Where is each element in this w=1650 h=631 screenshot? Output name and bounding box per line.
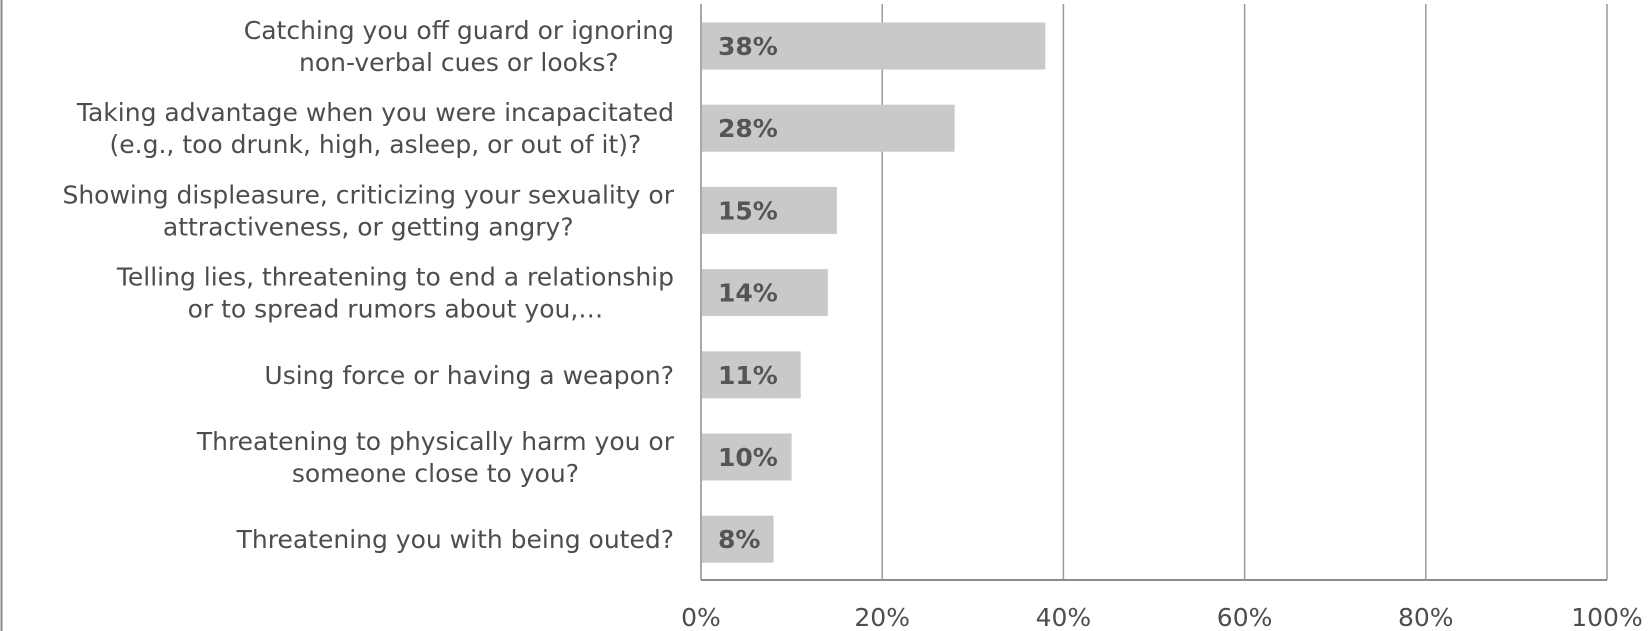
value-label-2: 15% xyxy=(718,196,778,225)
bar-0 xyxy=(702,22,1046,70)
bar-5 xyxy=(702,433,792,481)
value-label-3: 14% xyxy=(718,279,778,308)
category-label-0: Catching you off guard or ignoring non-ve… xyxy=(244,16,674,77)
bar-1 xyxy=(702,104,955,152)
x-tick-label-20: 20% xyxy=(854,603,910,631)
category-label-3: Telling lies, threatening to end a relat… xyxy=(116,263,674,324)
category-label-6: Threatening you with being outed? xyxy=(236,525,674,554)
category-label-1: Taking advantage when you were incapacit… xyxy=(76,98,674,159)
bar-4 xyxy=(702,351,801,399)
value-label-4: 11% xyxy=(718,361,778,390)
category-label-4: Using force or having a weapon? xyxy=(264,361,674,390)
x-tick-label-100: 100% xyxy=(1571,603,1642,631)
x-axis-ticks: 0% 20% 40% 60% 80% 100% xyxy=(681,603,1643,631)
value-label-6: 8% xyxy=(718,525,760,554)
category-label-2: Showing displeasure, criticizing your se… xyxy=(62,180,674,241)
x-tick-label-80: 80% xyxy=(1398,603,1454,631)
bar-6 xyxy=(702,515,774,563)
value-label-1: 28% xyxy=(718,114,778,143)
category-label-5: Threatening to physically harm you or som… xyxy=(196,427,675,488)
value-label-0: 38% xyxy=(718,32,778,61)
x-tick-label-0: 0% xyxy=(681,603,721,631)
gridlines xyxy=(700,4,1608,580)
x-tick-label-40: 40% xyxy=(1036,603,1092,631)
bar-2 xyxy=(702,186,837,234)
bar-3 xyxy=(702,269,828,317)
value-label-5: 10% xyxy=(718,443,778,472)
category-labels: Catching you off guard or ignoring non-ve… xyxy=(62,16,674,554)
x-tick-label-60: 60% xyxy=(1217,603,1273,631)
bars: 38% 28% 15% 14% 11% 10% 8% xyxy=(702,22,1046,563)
